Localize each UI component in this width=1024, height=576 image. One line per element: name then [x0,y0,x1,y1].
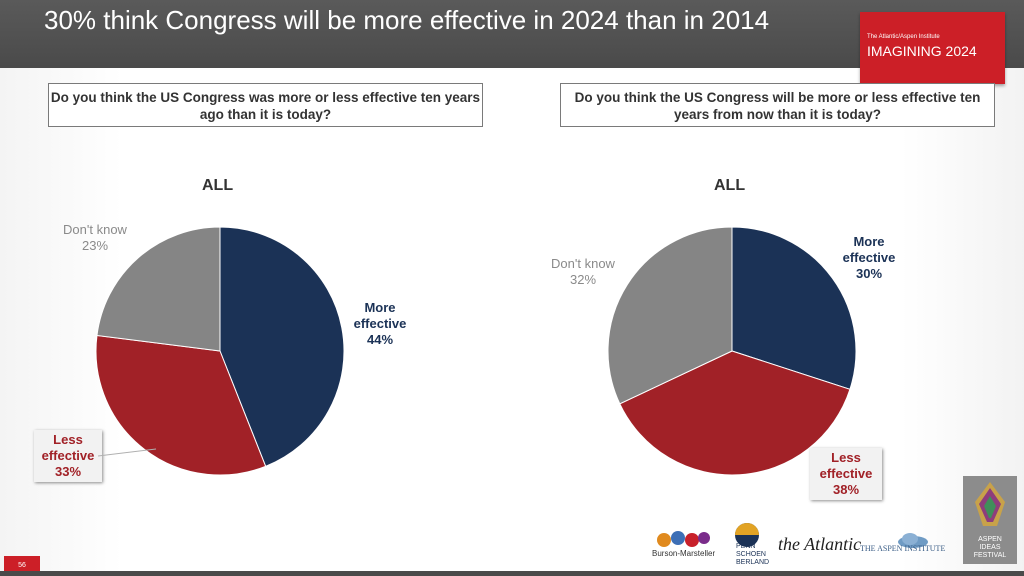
chart-2-label-less-effective: Less effective 38% [810,448,882,500]
pie-chart-1 [95,226,345,476]
page-title: 30% think Congress will be more effectiv… [44,5,770,35]
chart-2-title: ALL [714,177,746,194]
brand-subtitle: The Atlantic/Aspen Institute [867,34,940,40]
header-bar: 30% think Congress will be more effectiv… [0,0,1024,68]
question-box-1: Do you think the US Congress was more or… [48,83,483,127]
chart-1-title: ALL [202,177,234,194]
aspen-institute-cloud-icon [898,533,928,548]
question-box-2: Do you think the US Congress will be mor… [560,83,995,127]
imagining-2024-logo: The Atlantic/Aspen Institute IMAGINING 2… [860,12,1005,84]
chart-1-label-dont-know: Don't know 23% [63,222,127,253]
burson-marsteller-text: Burson-Marsteller [652,549,716,558]
pie-2-slice-more-effective [731,226,857,390]
pie-1-slice-don-t-know [96,226,221,352]
pie-2-slice-don-t-know [607,226,733,405]
aspen-ideas-leaf-icon [975,482,1005,526]
pie-chart-2 [607,226,857,476]
pie-2-slice-less-effective [619,350,851,476]
pie-1-slice-more-effective [219,226,345,467]
chart-1-label-less-effective: Less effective 33% [34,430,102,482]
brand-title: IMAGINING 2024 [867,43,977,59]
bottom-bar [0,571,1024,576]
the-atlantic-logo: the Atlantic [778,534,862,554]
chart-2-label-more-effective: More effective 30% [842,234,896,281]
pie-1-slice-less-effective [95,334,267,476]
burson-marsteller-logo [657,531,710,547]
penn-schoen-berland-logo [735,523,759,547]
chart-2-label-dont-know: Don't know 32% [551,256,615,287]
chart-1-label-more-effective: More effective 44% [353,300,407,347]
chart-1-leader-line [98,448,157,457]
aspen-ideas-festival-logo: ASPEN IDEAS FESTIVAL [963,476,1017,564]
penn-schoen-berland-text: PENN SCHOEN BERLAND [736,543,770,566]
aspen-ideas-text: ASPEN IDEAS FESTIVAL [973,536,1007,559]
aspen-institute-logo: THE ASPEN INSTITUTE [860,544,946,553]
